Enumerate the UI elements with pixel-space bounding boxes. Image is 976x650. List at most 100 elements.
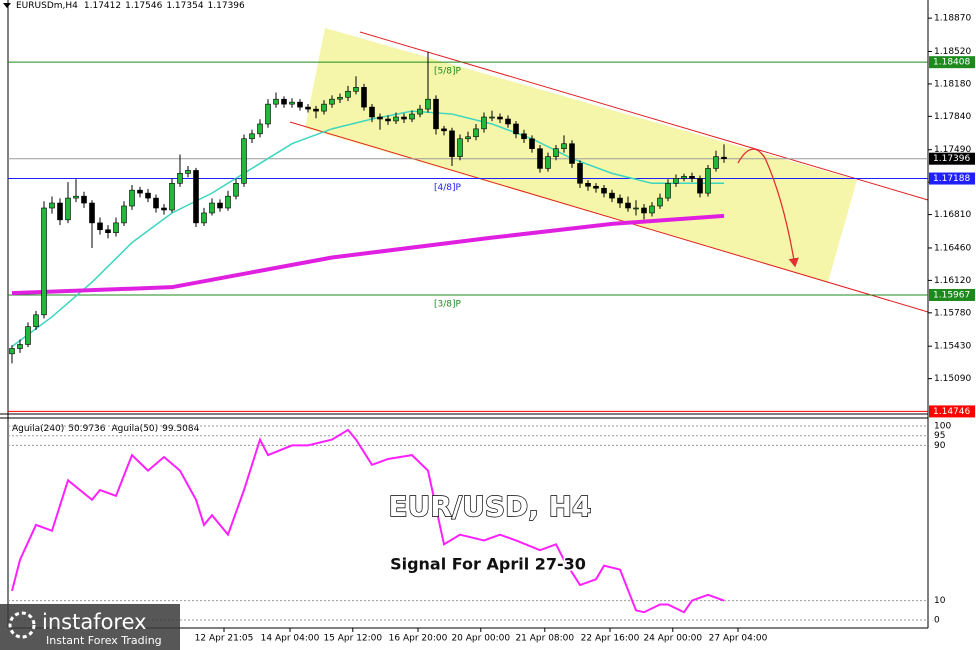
candle-body	[617, 197, 623, 204]
candle-body	[201, 212, 207, 224]
indicator-line	[11, 428, 725, 614]
candle-body	[73, 195, 79, 199]
candle-body	[41, 207, 47, 316]
candle-body	[705, 168, 711, 194]
level-label: [4/8]P	[434, 183, 462, 193]
y-tick-label: 1.17490	[934, 145, 971, 155]
candle-body	[513, 123, 519, 135]
candle-body	[169, 183, 175, 211]
candle-body	[97, 222, 103, 231]
candle-body	[225, 195, 231, 209]
candle-body	[505, 118, 511, 125]
channel-upper	[359, 31, 929, 201]
level-tag	[929, 56, 975, 69]
candle-body	[241, 138, 247, 184]
candle-body	[585, 183, 591, 187]
candle-body	[697, 178, 703, 194]
x-tick-label: 15 Apr 12:00	[323, 634, 382, 644]
candle-body	[721, 156, 727, 159]
candle-body	[249, 133, 255, 140]
y-tick-label: 95	[934, 431, 945, 441]
candle-body	[537, 148, 543, 169]
y-tick-label: 1.18870	[934, 14, 971, 24]
candle-body	[217, 202, 223, 209]
x-tick-label: 24 Apr 00:00	[643, 634, 702, 644]
candle-body	[409, 113, 415, 120]
forecast-arrow	[737, 148, 799, 268]
level-value: 1.14746	[933, 407, 970, 417]
y-tick-label: 90	[934, 441, 946, 451]
logo-tagline: Instant Forex Trading	[46, 634, 162, 647]
candle-body	[137, 189, 143, 194]
candle-body	[489, 116, 495, 119]
level-tag	[929, 405, 975, 418]
candle-body	[297, 101, 303, 108]
candle-body	[561, 143, 567, 149]
candle-body	[273, 98, 279, 105]
candle-body	[233, 183, 239, 197]
candle-body	[305, 106, 311, 110]
candle-body	[89, 202, 95, 224]
level-label: [5/8]P	[434, 67, 462, 77]
x-tick-label: 22 Apr 16:00	[581, 634, 640, 644]
channel-lower	[289, 121, 929, 313]
candle-body	[665, 183, 671, 199]
candle-body	[689, 176, 695, 179]
candle-body	[673, 178, 679, 184]
candle-body	[337, 96, 343, 100]
candle-body	[457, 138, 463, 157]
y-tick-label: 1.15430	[934, 342, 971, 352]
candle-body	[161, 207, 167, 211]
candle-body	[185, 170, 191, 174]
candle-body	[657, 197, 663, 207]
candle-body	[321, 103, 327, 112]
candle-body	[545, 156, 551, 169]
candle-body	[441, 128, 447, 132]
candle-body	[129, 189, 135, 207]
menu-marker	[3, 3, 11, 8]
candle-body	[577, 163, 583, 184]
candle-body	[17, 344, 23, 349]
y-tick-label: 1.17840	[934, 112, 971, 122]
candle-body	[385, 118, 391, 122]
candle-body	[497, 116, 503, 120]
candle-body	[625, 202, 631, 209]
last-price-tag	[929, 152, 975, 165]
candle-body	[465, 136, 471, 140]
overlay-subtitle: Signal For April 27-30	[390, 555, 586, 574]
y-tick-label: 1.15780	[934, 308, 971, 318]
x-tick-label: 21 Apr 08:00	[515, 634, 574, 644]
x-tick-label: 12 Apr 21:05	[195, 634, 254, 644]
candle-body	[329, 98, 335, 105]
moving-average	[11, 213, 725, 296]
candle-body	[417, 108, 423, 115]
y-tick-label: 1.15090	[934, 374, 971, 384]
candle-body	[481, 116, 487, 130]
candle-body	[265, 103, 271, 125]
candle-body	[361, 87, 367, 108]
x-tick-label: 20 Apr 00:00	[451, 634, 510, 644]
candle-body	[209, 202, 215, 214]
candle-body	[145, 192, 151, 199]
candle-body	[601, 187, 607, 194]
candle-body	[521, 133, 527, 140]
candle-body	[449, 130, 455, 157]
y-tick-label: 1.18180	[934, 79, 971, 89]
candle-body	[49, 202, 55, 209]
y-tick-label: 100	[934, 422, 951, 432]
x-tick-label: 14 Apr 04:00	[261, 634, 320, 644]
candle-body	[713, 156, 719, 169]
y-tick-label: 1.18520	[934, 47, 971, 57]
logo-box	[0, 604, 180, 650]
y-tick-label: 0	[934, 616, 940, 626]
logo-name: instaforex	[42, 610, 147, 634]
candle-body	[529, 138, 535, 149]
candle-body	[113, 222, 119, 234]
candle-body	[401, 116, 407, 120]
level-tag	[929, 172, 975, 185]
candle-body	[33, 314, 39, 327]
candle-body	[633, 207, 639, 210]
candle-body	[345, 90, 351, 98]
candle-body	[257, 123, 263, 135]
